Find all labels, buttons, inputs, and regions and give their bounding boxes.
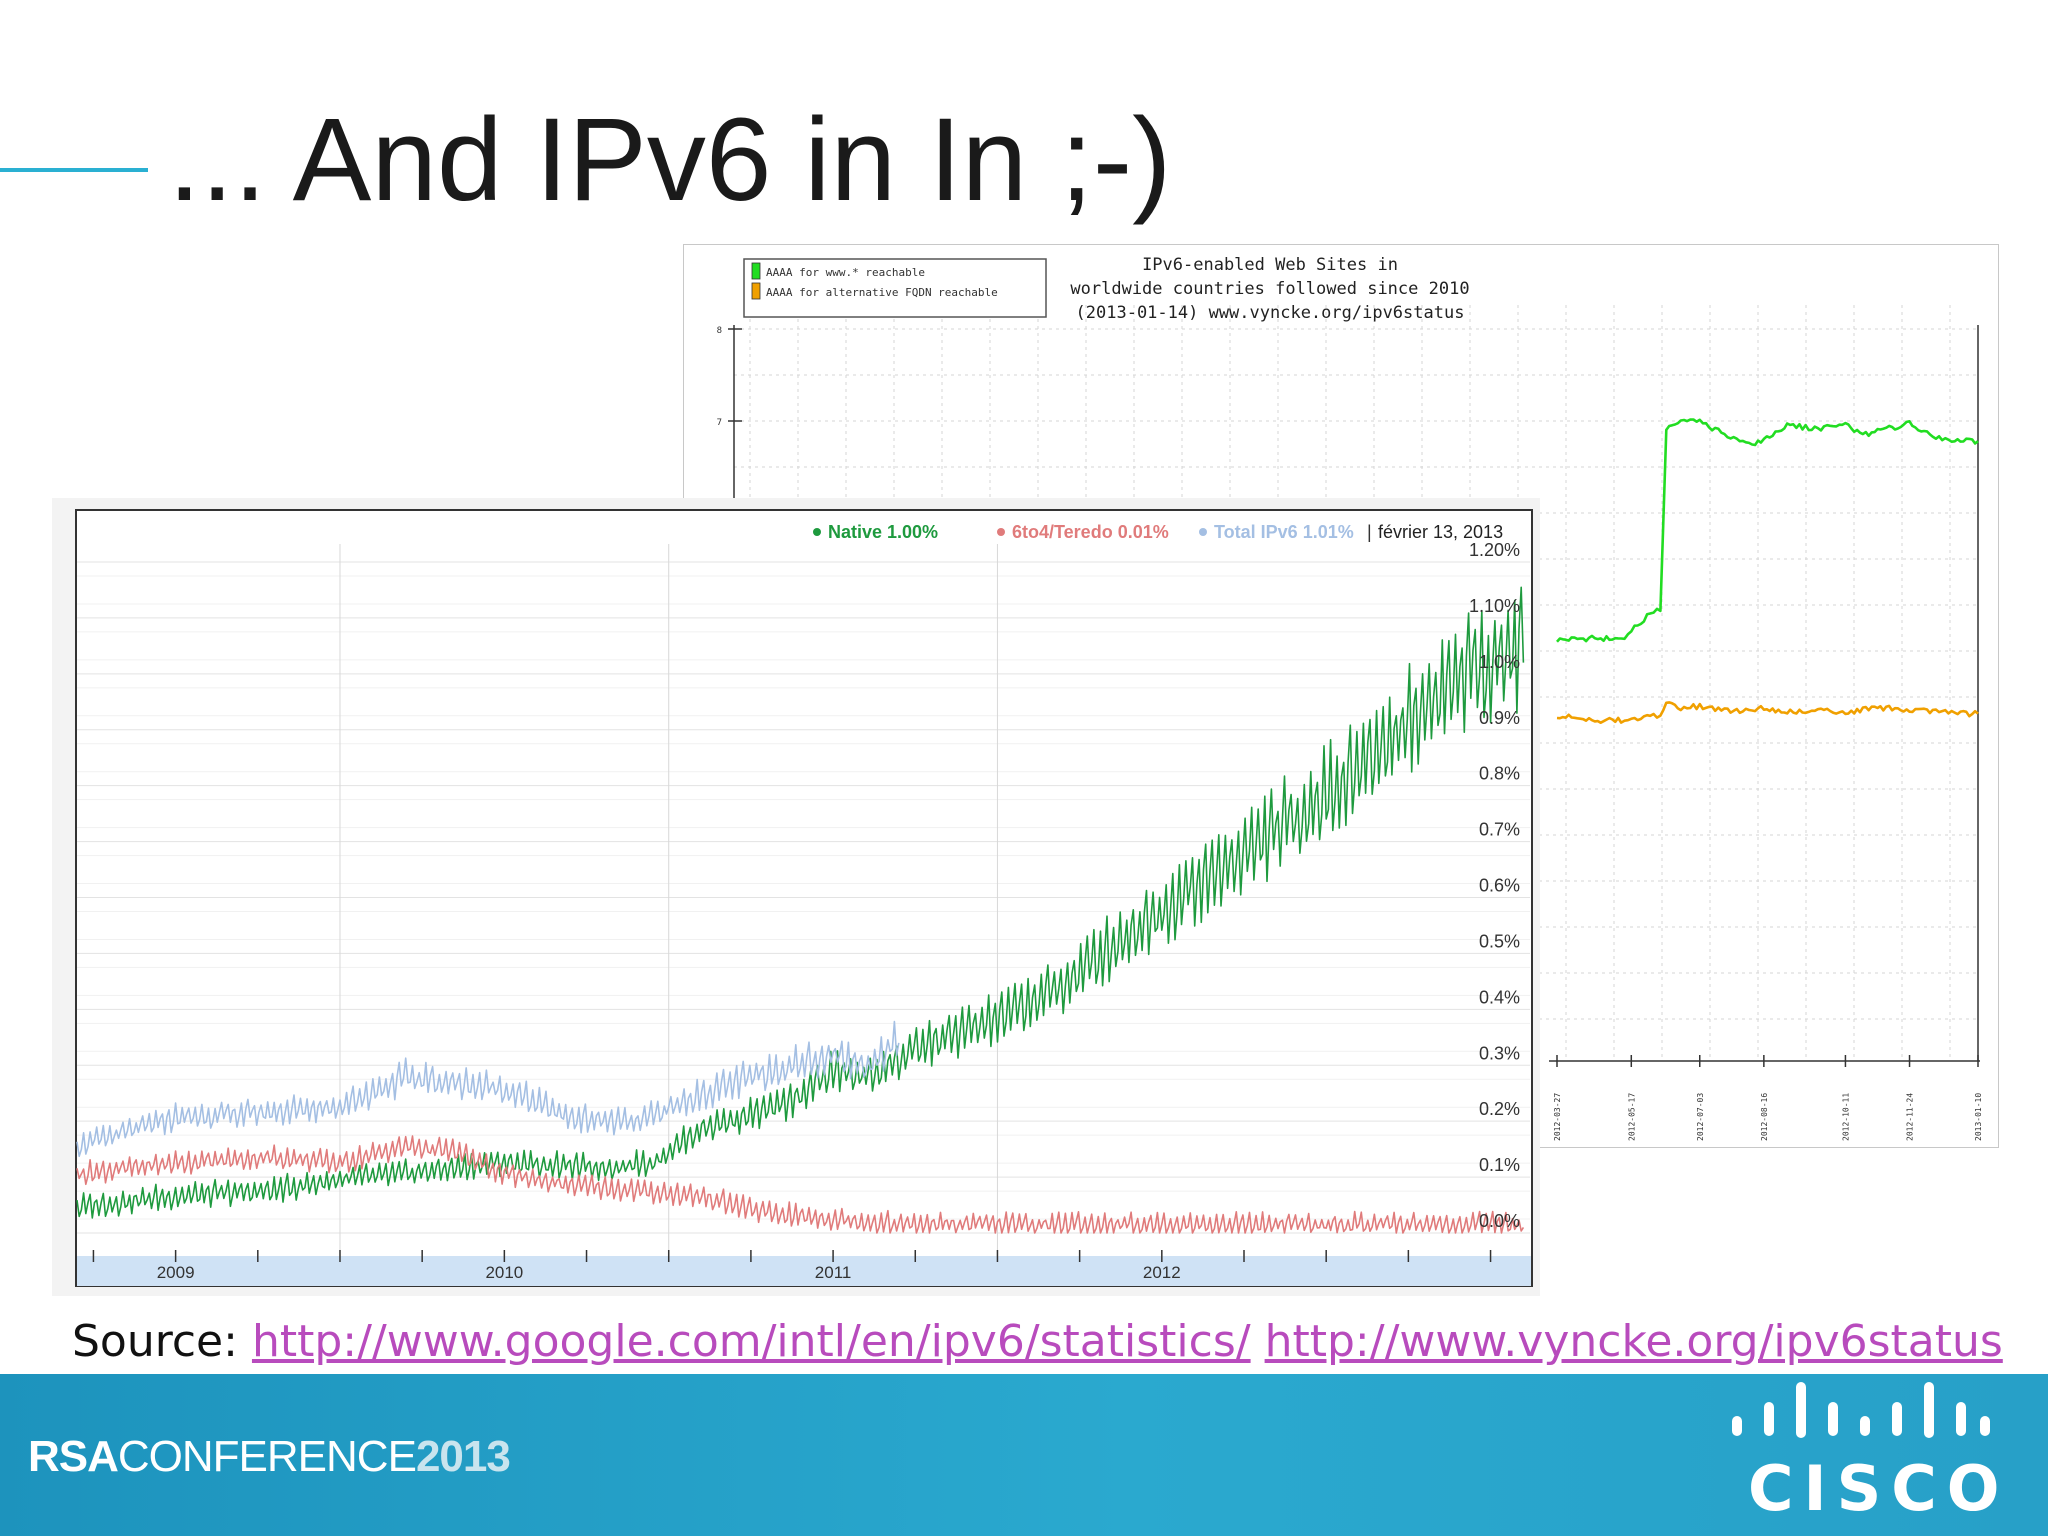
chart-legend: Native 1.00% 6to4/Teredo 0.01% Total IPv6 …	[813, 522, 1503, 542]
legend-label: Total IPv6 1.01%	[1214, 522, 1354, 542]
chart-axes: 0.0% 0.1% 0.2% 0.3% 0.4% 0.5% 0.6% 0.7% 0.8% 0.9%…	[92, 540, 1520, 1282]
rsa-conference-logo: RSACONFERENCE2013	[28, 1432, 511, 1482]
y-tick-label: 0.8%	[1479, 764, 1520, 784]
chart-title-line: IPv6-enabled Web Sites in	[1142, 255, 1398, 275]
y-tick-label: 0.6%	[1479, 876, 1520, 896]
x-axis-band	[77, 1256, 1531, 1286]
legend-date: février 13, 2013	[1378, 522, 1503, 542]
source-label: Source:	[72, 1316, 238, 1367]
series-line-2	[76, 1020, 900, 1158]
rsa-logo-text: RSA	[28, 1432, 119, 1481]
legend-box	[743, 258, 1047, 318]
google-ipv6-stats-chart: 0.0% 0.1% 0.2% 0.3% 0.4% 0.5% 0.6% 0.7% 0.8% 0.9%…	[10, 498, 1540, 1296]
x-tick-label: 2012-10-11	[1841, 1093, 1850, 1141]
x-tick-label: 2012-05-17	[1627, 1093, 1636, 1141]
cisco-logo-text: CISCO	[1748, 1452, 2010, 1525]
x-tick-label: 2012-03-27	[1553, 1093, 1562, 1141]
chart-axes: 8 7 2012-03-27 2012-05-17 2012-07-03 2012-08-…	[717, 325, 1983, 1141]
y-tick-label: 0.7%	[1479, 820, 1520, 840]
x-tick-label: 2010	[485, 1263, 523, 1282]
y-tick-label: 0.1%	[1479, 1155, 1520, 1175]
conference-logo-text: CONFERENCE	[117, 1432, 417, 1481]
chart-legend: AAAA for www.* reachable AAAA for alterna…	[743, 258, 1047, 318]
legend-separator: |	[1367, 522, 1372, 542]
google-ipv6-stats-chart-svg: 0.0% 0.1% 0.2% 0.3% 0.4% 0.5% 0.6% 0.7% 0.8% 0.9%…	[10, 509, 1533, 1287]
y-tick-label: 1.0%	[1479, 652, 1520, 672]
x-tick-label: 2012-07-03	[1696, 1093, 1705, 1141]
source-link-google[interactable]: http://www.google.com/intl/en/ipv6/stati…	[251, 1316, 1251, 1367]
series-line-1	[1556, 701, 1979, 725]
x-tick-label: 2012-11-24	[1906, 1093, 1915, 1141]
y-tick-label: 1.20%	[1469, 540, 1520, 560]
legend-label: 6to4/Teredo 0.01%	[1012, 522, 1169, 542]
legend-label: AAAA for www.* reachable	[766, 266, 925, 279]
title-accent-line	[0, 168, 148, 172]
series-line-0	[1556, 418, 1979, 643]
x-tick-label: 2012	[1143, 1263, 1181, 1282]
chart-series	[1556, 418, 1979, 725]
legend-label: AAAA for alternative FQDN reachable	[766, 286, 998, 299]
y-tick-label: 0.3%	[1479, 1043, 1520, 1063]
legend-label: Native 1.00%	[828, 522, 938, 542]
chart-series	[76, 586, 1525, 1234]
legend-swatch	[751, 262, 761, 280]
y-tick-label: 0.4%	[1479, 987, 1520, 1007]
series-line-0	[76, 586, 1525, 1219]
y-tick-label: 8	[717, 326, 722, 336]
legend-dot	[813, 528, 821, 536]
y-tick-label: 0.5%	[1479, 931, 1520, 951]
chart-title-line: (2013-01-14) www.vyncke.org/ipv6status	[1076, 303, 1465, 323]
y-tick-label: 0.9%	[1479, 708, 1520, 728]
x-tick-label: 2013-01-10	[1974, 1093, 1983, 1141]
slide-title: ... And IPv6 in In ;-)	[168, 94, 1172, 226]
x-tick-label: 2011	[815, 1263, 852, 1282]
y-tick-label: 7	[717, 418, 722, 428]
source-line: Source: http://www.google.com/intl/en/ip…	[72, 1316, 2003, 1367]
legend-dot	[997, 528, 1005, 536]
y-tick-label: 0.2%	[1479, 1099, 1520, 1119]
chart-grid	[10, 544, 1530, 1256]
source-link-vyncke[interactable]: http://www.vyncke.org/ipv6status	[1264, 1316, 2003, 1367]
legend-dot	[1199, 528, 1207, 536]
footer-bar	[0, 1374, 2048, 1536]
x-tick-label: 2012-08-16	[1760, 1093, 1769, 1141]
series-line-1	[76, 1135, 1525, 1234]
chart-title-line: worldwide countries followed since 2010	[1070, 279, 1469, 299]
legend-swatch	[751, 282, 761, 300]
cisco-bars-icon	[1732, 1382, 1990, 1438]
y-tick-label: 0.0%	[1479, 1211, 1520, 1231]
conference-year: 2013	[415, 1432, 511, 1481]
y-tick-label: 1.10%	[1469, 596, 1520, 616]
chart-title: IPv6-enabled Web Sites in worldwide count…	[1070, 255, 1469, 323]
x-tick-label: 2009	[157, 1263, 195, 1282]
